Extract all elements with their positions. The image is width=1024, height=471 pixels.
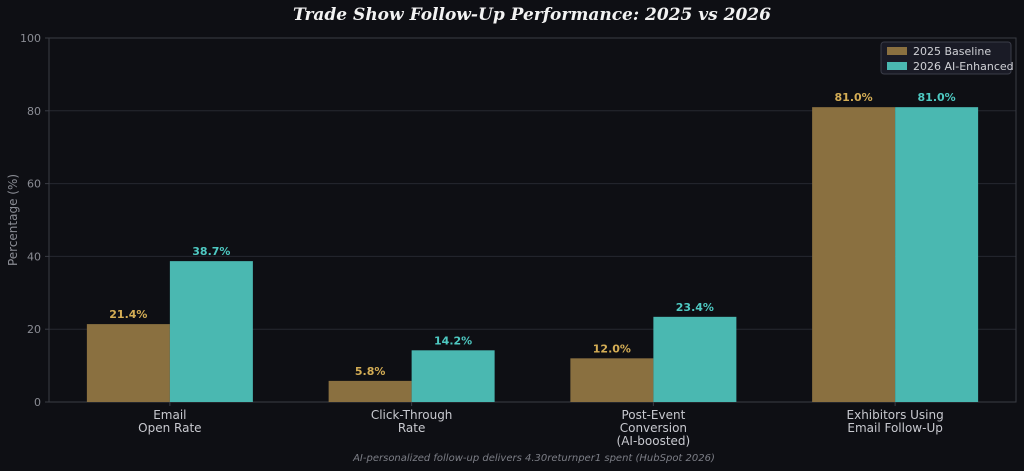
bar-baseline — [86, 324, 170, 402]
y-tick-label: 100 — [20, 32, 41, 45]
bar-ai-enhanced — [895, 107, 979, 402]
x-tick-label: Click-Through — [371, 408, 453, 422]
axes-frame — [48, 37, 1017, 403]
bar-value-label: 38.7% — [192, 245, 230, 258]
x-tick-label: (AI-boosted) — [617, 434, 691, 448]
bar-value-label: 81.0% — [918, 91, 956, 104]
bar-value-label: 5.8% — [355, 365, 386, 378]
bar-baseline — [328, 380, 412, 402]
y-tick-label: 80 — [27, 105, 41, 118]
bar-ai-enhanced — [169, 261, 253, 402]
y-tick-label: 0 — [34, 396, 41, 409]
legend — [880, 41, 1012, 75]
bar-ai-enhanced — [411, 350, 495, 402]
legend-swatch — [887, 62, 907, 70]
legend-swatch — [887, 47, 907, 55]
x-tick-label: Email — [153, 408, 186, 422]
bar-value-label: 21.4% — [109, 308, 147, 321]
x-tick-label: Open Rate — [138, 421, 201, 435]
bar-baseline — [812, 107, 896, 402]
y-tick-label: 40 — [27, 250, 41, 263]
bar-value-label: 23.4% — [676, 301, 714, 314]
x-tick-label: Conversion — [620, 421, 687, 435]
y-axis-label: Percentage (%) — [6, 174, 20, 266]
footnote: AI-personalized follow-up delivers 4.30r… — [352, 453, 715, 464]
bar-value-label: 81.0% — [835, 91, 873, 104]
x-tick-label: Rate — [398, 421, 426, 435]
x-tick-label: Post-Event — [621, 408, 685, 422]
chart-title: Trade Show Follow-Up Performance: 2025 v… — [293, 5, 771, 25]
bar-ai-enhanced — [653, 316, 737, 402]
bar-value-label: 12.0% — [593, 342, 631, 355]
legend-label: 2026 AI-Enhanced — [913, 60, 1014, 73]
bar-value-label: 14.2% — [434, 334, 472, 347]
x-tick-label: Email Follow-Up — [847, 421, 942, 435]
y-tick-label: 20 — [27, 323, 41, 336]
x-tick-label: Exhibitors Using — [847, 408, 944, 422]
y-tick-label: 60 — [27, 178, 41, 191]
legend-label: 2025 Baseline — [913, 45, 991, 58]
bar-baseline — [570, 358, 654, 402]
